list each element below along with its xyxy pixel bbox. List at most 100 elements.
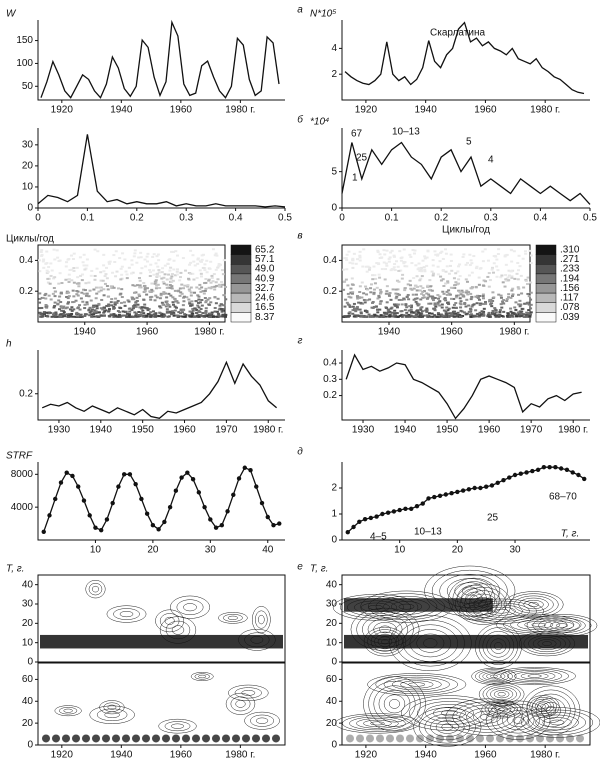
x-tick-label: 1950	[436, 425, 459, 436]
heatmap-texture	[165, 303, 169, 306]
heatmap-texture	[38, 301, 42, 304]
x-tick-label: 30	[205, 545, 217, 556]
contour-line	[497, 692, 506, 697]
heatmap-texture	[176, 290, 180, 293]
contour-line	[445, 698, 529, 736]
heatmap-texture	[495, 258, 499, 261]
heatmap-texture	[188, 289, 192, 292]
heatmap-texture	[511, 312, 515, 315]
heatmap-texture	[446, 281, 450, 284]
contour-blob	[356, 734, 364, 743]
contour-line	[484, 701, 518, 717]
heatmap-texture	[374, 277, 378, 280]
heatmap-texture	[53, 304, 57, 307]
heatmap-texture	[517, 303, 521, 306]
heatmap-texture	[515, 272, 519, 275]
contour-line	[491, 704, 512, 714]
heatmap-texture	[40, 253, 44, 256]
point	[185, 470, 190, 475]
heatmap-texture	[376, 297, 380, 300]
point	[437, 493, 443, 498]
heatmap-texture	[498, 310, 502, 313]
contour-line	[155, 609, 185, 633]
heatmap-texture	[359, 311, 363, 314]
point	[231, 492, 236, 498]
contour-line	[63, 708, 73, 713]
heatmap-texture	[365, 310, 369, 313]
heatmap-texture	[85, 301, 89, 304]
heatmap-texture	[52, 277, 56, 280]
heatmap-texture	[142, 284, 146, 287]
x-tick-label: 1940	[394, 425, 417, 436]
heatmap-texture	[376, 308, 380, 311]
heatmap-texture	[448, 312, 452, 315]
heatmap-texture	[407, 309, 411, 312]
heatmap-texture	[197, 298, 201, 301]
heatmap-texture	[433, 303, 437, 306]
heatmap-texture	[418, 289, 422, 292]
heatmap-texture	[215, 254, 219, 257]
contour-line	[107, 704, 117, 710]
heatmap-texture	[347, 250, 351, 253]
heatmap-texture	[527, 303, 531, 306]
heatmap-texture	[83, 307, 87, 310]
heatmap-texture	[75, 282, 79, 285]
heatmap-texture	[402, 314, 406, 317]
heatmap-texture	[181, 311, 185, 314]
heatmap-texture	[440, 306, 444, 309]
point	[524, 470, 529, 475]
heatmap-texture	[452, 315, 456, 318]
heatmap-texture	[105, 285, 109, 288]
heatmap-texture	[387, 293, 391, 296]
heatmap-texture	[159, 306, 163, 309]
heatmap-texture	[155, 255, 159, 258]
heatmap-texture	[106, 288, 110, 291]
heatmap-texture	[490, 302, 494, 305]
heatmap-texture	[491, 299, 495, 302]
heatmap-texture	[365, 270, 369, 273]
heatmap-texture	[82, 288, 86, 291]
heatmap-texture	[79, 274, 83, 277]
legend-swatch	[230, 302, 252, 313]
heatmap-texture	[113, 261, 117, 264]
heatmap-texture	[200, 286, 204, 289]
heatmap-texture	[463, 303, 467, 306]
heatmap-texture	[361, 302, 365, 305]
x-tick-label: 1980 г.	[499, 327, 529, 338]
heatmap-texture	[352, 302, 356, 305]
heatmap-texture	[178, 276, 182, 279]
contour-line	[431, 569, 508, 613]
heatmap-texture	[108, 260, 112, 263]
heatmap-texture	[412, 277, 416, 280]
heatmap-texture	[154, 313, 158, 316]
heatmap-texture	[148, 296, 152, 299]
heatmap-texture	[52, 306, 56, 309]
heatmap-texture	[356, 297, 360, 300]
heatmap-texture	[476, 313, 480, 316]
heatmap-texture	[368, 266, 372, 269]
heatmap-texture	[158, 305, 162, 308]
heatmap-texture	[113, 303, 117, 306]
heatmap-texture	[127, 266, 131, 269]
heatmap-texture	[133, 311, 137, 314]
heatmap-texture	[505, 298, 509, 301]
heatmap-texture	[367, 268, 371, 271]
heatmap-texture	[498, 309, 502, 312]
heatmap-texture	[509, 307, 513, 310]
contour-line	[503, 591, 564, 618]
point	[351, 524, 356, 530]
heatmap-texture	[138, 315, 142, 318]
heatmap-texture	[408, 305, 412, 308]
point	[547, 465, 552, 470]
heatmap-texture	[200, 304, 204, 307]
heatmap-texture	[497, 293, 501, 296]
heatmap-texture	[477, 298, 481, 301]
heatmap-texture	[482, 303, 486, 306]
heatmap-texture	[388, 313, 392, 316]
panel-letter: а	[297, 5, 303, 16]
heatmap-texture	[492, 296, 496, 299]
heatmap-texture	[438, 295, 442, 298]
series-line	[41, 360, 278, 420]
y-tick-label: 0	[331, 657, 337, 668]
heatmap-texture	[152, 253, 156, 256]
